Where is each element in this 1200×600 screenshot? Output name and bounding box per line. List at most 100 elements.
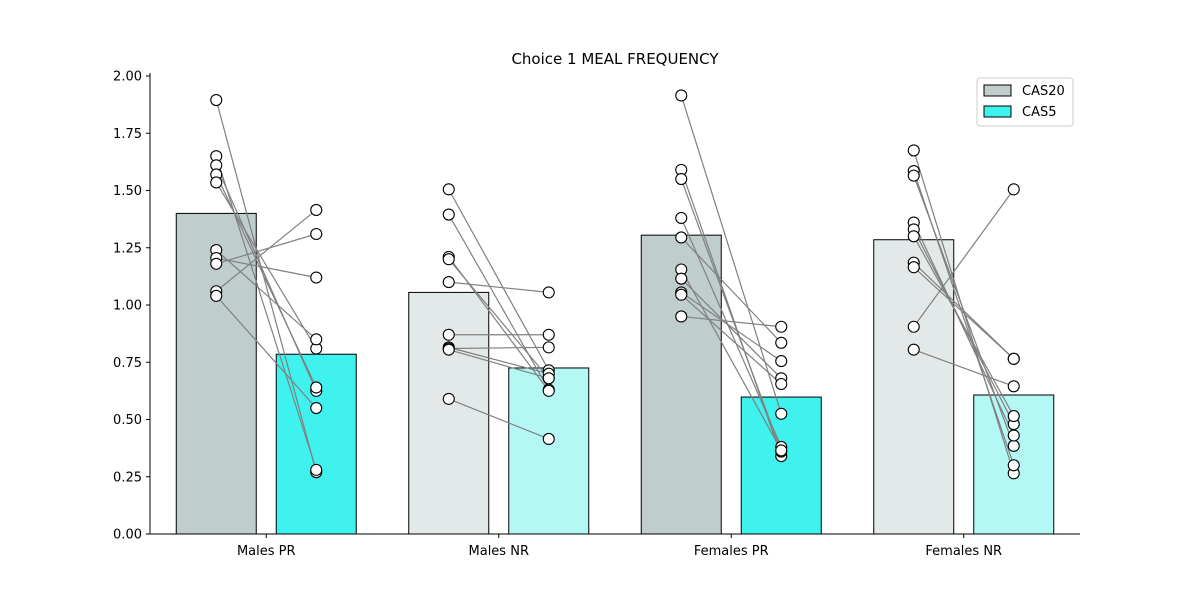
point-females-nr-cas5 (1007, 429, 1020, 442)
point-males-nr-cas5 (542, 372, 555, 385)
point-males-pr-cas5 (310, 203, 323, 217)
pair-line (913, 349, 1014, 387)
point-males-nr-cas5 (542, 432, 555, 446)
y-tick-label: 1.00 (113, 299, 142, 314)
x-tick-label-females-nr: Females NR (925, 544, 1002, 559)
pair-line (215, 209, 317, 292)
y-tick-label: 0.25 (113, 470, 142, 485)
point-females-pr-cas20 (675, 89, 688, 102)
pair-line (913, 222, 1015, 436)
pair-line (216, 233, 317, 265)
point-females-pr-cas5 (775, 444, 788, 457)
x-ticks: Males PR Males NR Females PR Females NR (237, 534, 1002, 559)
pair-line (680, 95, 782, 414)
bars (175, 212, 1055, 535)
point-males-pr-cas20 (210, 289, 223, 302)
y-tick-label: 0.50 (113, 413, 142, 428)
point-males-pr-cas20 (210, 93, 223, 107)
legend-swatch-cas20 (983, 84, 1012, 97)
point-females-pr-cas5 (775, 336, 788, 349)
y-tick-label: 1.75 (113, 127, 142, 142)
point-females-nr-cas20 (907, 169, 920, 182)
point-females-pr-cas20 (675, 272, 688, 285)
point-males-pr-cas5 (310, 271, 323, 284)
legend: CAS20 CAS5 (976, 77, 1074, 127)
data-points (210, 89, 1020, 480)
y-tick-label: 1.50 (113, 184, 142, 199)
point-females-nr-cas20 (907, 144, 920, 157)
point-males-nr-cas20 (442, 328, 455, 341)
point-females-pr-cas20 (675, 310, 688, 323)
pair-line (448, 346, 549, 350)
point-females-nr-cas20 (907, 261, 920, 274)
point-males-nr-cas20 (442, 392, 455, 405)
x-tick-label-males-nr: Males NR (469, 544, 529, 559)
bar-females-pr-cas5 (740, 396, 822, 535)
x-tick-label-females-pr: Females PR (694, 544, 769, 559)
legend-label-cas20: CAS20 (1022, 84, 1065, 99)
pair-line (680, 294, 782, 385)
legend-label-cas5: CAS5 (1022, 105, 1057, 120)
axes (149, 73, 1080, 535)
point-females-nr-cas20 (907, 320, 920, 333)
point-females-pr-cas5 (775, 407, 788, 420)
point-males-nr-cas5 (542, 328, 555, 341)
pair-line (913, 266, 1015, 360)
pair-line (448, 189, 550, 371)
point-females-nr-cas5 (1007, 183, 1020, 196)
pair-line (680, 291, 782, 362)
pair-line (913, 236, 1015, 417)
pair-line (448, 281, 549, 294)
point-males-nr-cas20 (442, 208, 455, 221)
pair-line (680, 178, 782, 452)
point-females-nr-cas5 (1007, 380, 1020, 393)
y-tick-label: 0.75 (113, 356, 142, 371)
point-males-pr-cas5 (310, 401, 323, 415)
point-females-pr-cas20 (675, 211, 688, 225)
pair-line (216, 257, 317, 279)
y-tick-label: 2.00 (113, 70, 142, 85)
point-males-pr-cas20 (210, 176, 223, 189)
point-females-pr-cas20 (675, 288, 688, 301)
y-tick-label: 1.25 (113, 241, 142, 256)
pair-line (215, 99, 317, 473)
point-males-nr-cas20 (442, 183, 455, 196)
point-females-nr-cas5 (1007, 352, 1020, 365)
paired-lines (215, 95, 1015, 474)
point-males-nr-cas20 (442, 343, 455, 356)
point-females-pr-cas20 (675, 173, 688, 186)
pair-line (448, 398, 549, 440)
point-males-pr-cas5 (310, 463, 323, 476)
bar-females-pr-cas20 (640, 234, 722, 535)
pair-line (680, 278, 782, 379)
pair-line (680, 217, 782, 448)
pair-line (448, 258, 550, 379)
point-females-pr-cas5 (775, 355, 788, 368)
legend-swatch-cas5 (983, 105, 1012, 118)
pair-line (215, 295, 317, 409)
point-females-nr-cas5 (1007, 459, 1020, 472)
pair-line (215, 249, 317, 340)
pair-line (680, 269, 782, 451)
pair-line (448, 346, 549, 375)
point-males-nr-cas5 (542, 286, 555, 299)
y-ticks: 0.00 0.25 0.50 0.75 1.00 1.25 1.50 1.75 2.00 (113, 70, 150, 543)
point-males-nr-cas5 (542, 384, 555, 397)
point-females-pr-cas5 (775, 377, 788, 391)
point-males-nr-cas20 (442, 253, 455, 266)
point-males-pr-cas5 (310, 381, 323, 394)
point-males-pr-cas5 (310, 333, 323, 346)
point-males-pr-cas5 (310, 227, 323, 241)
point-females-nr-cas20 (907, 230, 920, 243)
pair-line (681, 315, 782, 328)
point-females-nr-cas20 (907, 343, 920, 356)
x-tick-label-males-pr: Males PR (237, 544, 296, 559)
point-females-pr-cas20 (675, 231, 688, 244)
y-tick-label: 0.00 (113, 528, 142, 543)
chart-title: Choice 1 MEAL FREQUENCY (511, 50, 719, 68)
point-males-nr-cas5 (542, 341, 555, 354)
point-females-nr-cas5 (1007, 439, 1020, 452)
pair-line (913, 189, 1015, 328)
point-males-pr-cas20 (210, 257, 223, 270)
